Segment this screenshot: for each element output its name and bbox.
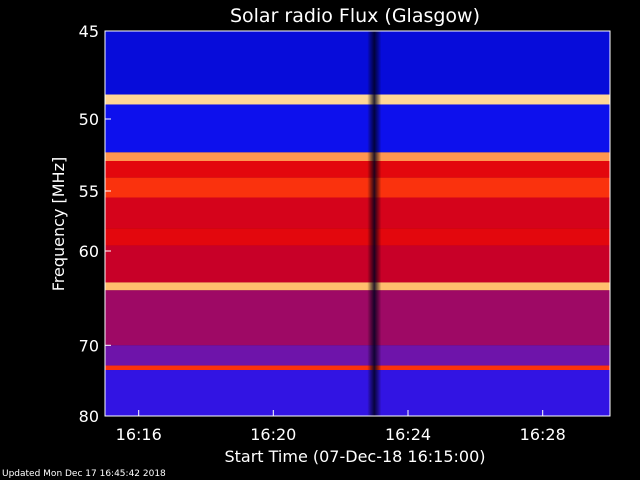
frequency-band-12 xyxy=(105,345,610,366)
frequency-band-1 xyxy=(105,31,610,95)
dark-time-stripe xyxy=(367,31,382,416)
y-axis: 45 50 55 60 70 80 xyxy=(79,22,111,426)
x-tick-label: 16:20 xyxy=(250,425,296,444)
frequency-band-7 xyxy=(105,197,610,229)
frequency-band-11 xyxy=(105,290,610,346)
frequency-band-10 xyxy=(105,282,610,291)
frequency-band-2 xyxy=(105,94,610,105)
x-tick-label: 16:16 xyxy=(116,425,162,444)
frequency-band-6 xyxy=(105,177,610,198)
frequency-band-4 xyxy=(105,152,610,161)
plot-area xyxy=(104,30,611,417)
y-tick-label: 60 xyxy=(79,242,99,261)
frequency-band-14 xyxy=(105,370,610,416)
updated-timestamp: Updated Mon Dec 17 16:45:42 2018 xyxy=(2,469,166,479)
frequency-band-13 xyxy=(105,365,610,371)
x-tick-label: 16:24 xyxy=(385,425,431,444)
x-axis: 16:16 16:20 16:24 16:28 xyxy=(116,410,566,444)
frequency-band-3 xyxy=(105,104,610,153)
y-tick-label: 50 xyxy=(79,110,99,129)
y-tick-label: 55 xyxy=(79,182,99,201)
frequency-band-9 xyxy=(105,245,610,283)
x-axis-title: Start Time (07-Dec-18 16:15:00) xyxy=(224,447,485,466)
frequency-band-8 xyxy=(105,228,610,246)
y-tick-label: 45 xyxy=(79,22,99,41)
plot-frame xyxy=(104,30,611,417)
y-axis-title: Frequency [MHz] xyxy=(49,157,68,291)
x-tick-label: 16:28 xyxy=(520,425,566,444)
y-tick-label: 80 xyxy=(79,407,99,426)
chart-title: Solar radio Flux (Glasgow) xyxy=(230,5,480,27)
y-tick-label: 70 xyxy=(79,336,99,355)
frequency-band-5 xyxy=(105,161,610,178)
